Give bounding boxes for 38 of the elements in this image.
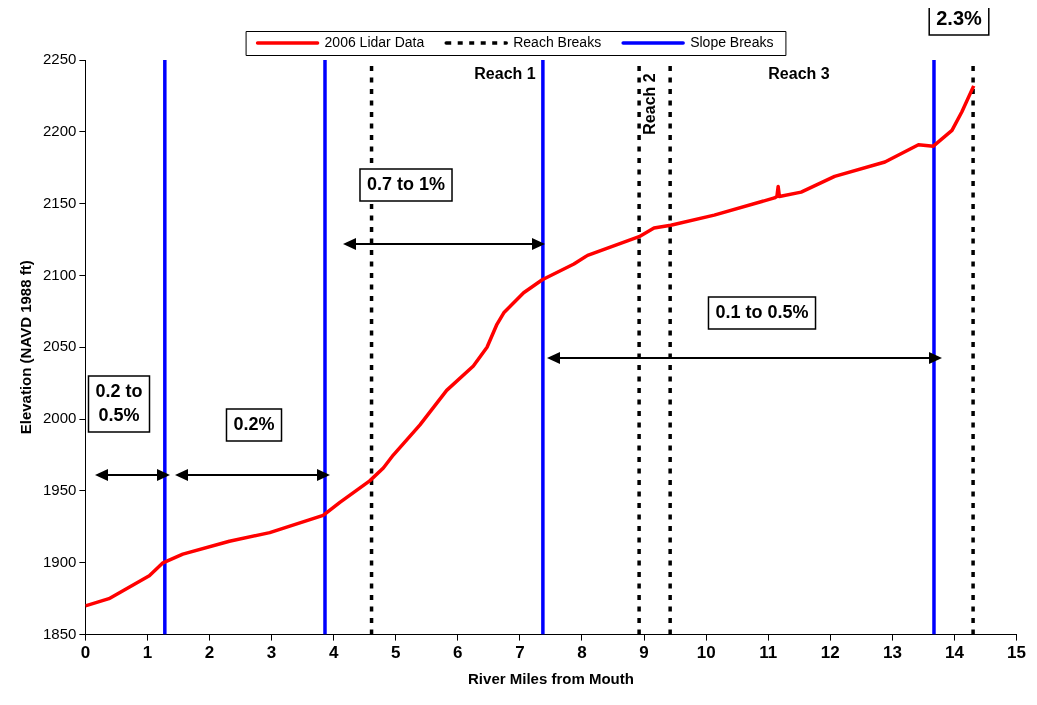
annotation: Reach 1 <box>474 65 536 83</box>
x-tick-label: 9 <box>639 643 649 663</box>
x-tick-label: 13 <box>882 643 902 663</box>
legend-label: Slope Breaks <box>690 33 774 50</box>
annotation: Reach 2 <box>641 73 659 135</box>
annotation: 0.1 to 0.5% <box>715 301 809 322</box>
annotation: Reach 3 <box>768 65 830 83</box>
x-tick-label: 12 <box>820 643 840 663</box>
y-tick-label: 1850 <box>42 624 77 642</box>
x-tick-label: 1 <box>142 643 153 663</box>
x-tick-label: 4 <box>328 643 339 663</box>
x-tick-label: 0 <box>80 643 91 663</box>
annotation: 0.2 to 0.5% <box>95 380 143 425</box>
y-tick-label: 2100 <box>42 265 77 283</box>
x-tick-label: 2 <box>204 643 215 663</box>
y-tick-label: 2000 <box>42 409 77 427</box>
y-tick-label: 1950 <box>42 481 77 499</box>
x-tick-label: 8 <box>577 643 587 663</box>
x-tick-label: 11 <box>759 643 778 663</box>
legend-label: Reach Breaks <box>513 33 602 50</box>
annotation: 0.7 to 1% <box>366 173 446 194</box>
y-tick-label: 2250 <box>42 50 77 68</box>
y-tick-label: 2200 <box>42 121 77 139</box>
annotation: 0.2% <box>233 413 275 434</box>
x-tick-label: 3 <box>266 643 277 663</box>
y-tick-label: 1900 <box>42 552 77 570</box>
x-tick-label: 6 <box>453 643 463 663</box>
legend-label: 2006 Lidar Data <box>324 33 425 50</box>
y-axis-title: Elevation (NAVD 1988 ft) <box>17 260 35 435</box>
x-axis-title: River Miles from Mouth <box>468 670 634 688</box>
x-tick-label: 10 <box>696 643 716 663</box>
x-tick-label: 5 <box>391 643 401 663</box>
x-tick-label: 15 <box>1007 643 1027 663</box>
x-tick-label: 7 <box>515 643 525 663</box>
x-tick-label: 14 <box>945 643 965 663</box>
y-tick-label: 2050 <box>42 337 77 355</box>
text: 2.3% <box>936 6 983 29</box>
y-tick-label: 2150 <box>42 193 77 211</box>
